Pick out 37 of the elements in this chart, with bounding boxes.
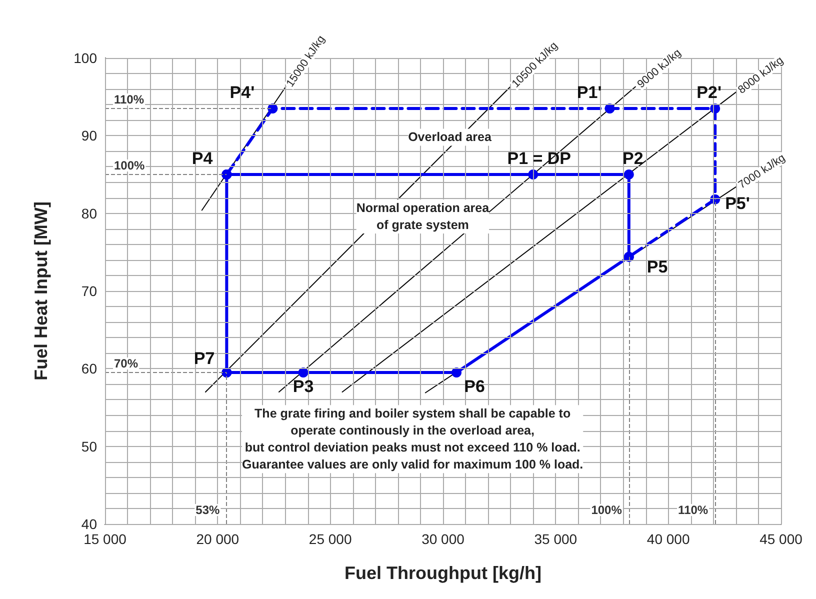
annotation: P1'	[576, 82, 602, 102]
annotation: P2	[622, 149, 644, 168]
y-tick-label: 40	[81, 516, 98, 532]
x-tick-label: 35 000	[534, 531, 578, 547]
annotation: P1 = DP	[507, 149, 572, 168]
annotation: 110%	[114, 92, 144, 106]
annotation: P2'	[696, 82, 722, 102]
annotation: P3	[292, 377, 314, 396]
annotation: P5'	[725, 194, 750, 213]
y-axis-title: Fuel Heat Input [MW]	[31, 202, 51, 380]
annotation: Overload area	[408, 130, 492, 144]
y-tick-label: 90	[81, 128, 98, 144]
annotation: 110%	[678, 503, 708, 517]
x-tick-label: 45 000	[760, 531, 803, 547]
text: 7000 kJ/kg	[736, 152, 788, 192]
y-tick-label: 70	[81, 283, 98, 299]
annotation: 100%	[114, 158, 146, 172]
annotation: 70%	[114, 356, 138, 371]
y-tick-label: 50	[81, 438, 98, 454]
x-tick-label: 40 000	[646, 531, 690, 547]
annotation: P4'	[230, 82, 255, 102]
y-tick-label: 100	[74, 50, 98, 66]
x-tick-label: 20 000	[196, 531, 240, 547]
annotation: The grate firing and boiler system shall be capable to operate continously in the overload area, but control deviation peaks must not exceed 110 % load. Guarantee values are only valid for maximum 100 % load.	[242, 406, 584, 472]
annotation: 100%	[591, 503, 622, 517]
y-tick-label: 60	[81, 360, 98, 377]
annotation: 53%	[196, 503, 220, 517]
x-tick-label: 25 000	[308, 531, 352, 547]
x-tick-label: 30 000	[422, 531, 465, 547]
annotation: P4	[192, 149, 214, 168]
x-axis-title: Fuel Throughput [kg/h]	[344, 563, 542, 583]
annotation: P5	[646, 257, 668, 276]
x-tick-label: 15 000	[84, 531, 127, 547]
annotation: P7	[194, 349, 215, 368]
annotation: P6	[464, 377, 485, 396]
annotation: Normal operation area of grate system	[356, 200, 490, 232]
y-tick-label: 80	[81, 205, 98, 222]
